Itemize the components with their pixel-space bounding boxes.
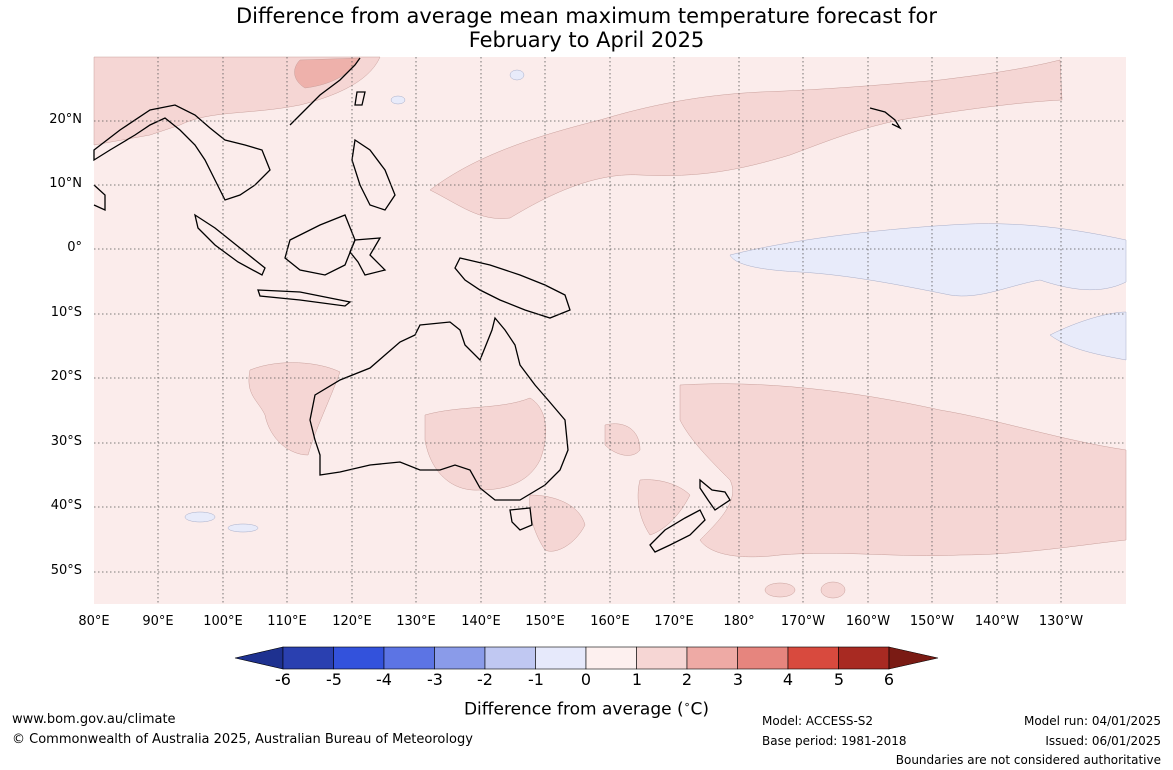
colorbar-tick-4: 4 xyxy=(782,670,794,689)
lon-label-130w: 130°W xyxy=(1038,614,1084,629)
warm-region-west-australia xyxy=(248,362,341,456)
lon-label-170e: 170°E xyxy=(654,614,694,629)
footer-copyright: © Commonwealth of Australia 2025, Austra… xyxy=(12,732,473,747)
china-east-coast xyxy=(289,57,361,126)
colorbar-tick-minus1: -1 xyxy=(528,670,544,689)
colorbar-segment xyxy=(282,646,334,670)
graticule xyxy=(94,57,1126,604)
colorbar-tick-minus4: -4 xyxy=(376,670,392,689)
lat-label-equator: 0° xyxy=(67,240,82,255)
hawaii-coast xyxy=(869,107,902,130)
colorbar-segment xyxy=(585,646,637,670)
footer-base-period: Base period: 1981-2018 xyxy=(762,734,907,748)
lon-label-90e: 90°E xyxy=(142,614,174,629)
sulawesi-coast xyxy=(349,237,387,276)
lon-label-140e: 140°E xyxy=(461,614,501,629)
colorbar-segment xyxy=(686,646,738,670)
warm-region-nz-west xyxy=(637,479,691,536)
australia-coast xyxy=(309,316,569,501)
lon-label-80e: 80°E xyxy=(78,614,110,629)
cool-region-small-4 xyxy=(390,95,406,105)
warm-region-south-tasman xyxy=(529,494,586,552)
footer-website: www.bom.gov.au/climate xyxy=(12,712,176,727)
colorbar-tick-minus3: -3 xyxy=(427,670,443,689)
colorbar-segment xyxy=(535,646,587,670)
colorbar-extend-low xyxy=(234,646,284,670)
lon-label-170w: 170°W xyxy=(780,614,826,629)
philippines-coast xyxy=(351,138,396,211)
lat-label-10n: 10°N xyxy=(49,176,82,191)
lon-label-150e: 150°E xyxy=(525,614,565,629)
sumatra-coast xyxy=(194,213,266,276)
lon-label-120e: 120°E xyxy=(332,614,372,629)
cool-region-small-2 xyxy=(227,523,259,533)
lon-label-150w: 150°W xyxy=(909,614,955,629)
cool-region-east-pacific xyxy=(1049,311,1127,361)
lat-label-50s: 50°S xyxy=(50,563,82,578)
colorbar-tick-5: 5 xyxy=(833,670,845,689)
title-line-1: Difference from average mean maximum tem… xyxy=(236,4,937,28)
colorbar-segment xyxy=(383,646,435,670)
cool-region-small-1 xyxy=(184,511,216,523)
colorbar-extend-high xyxy=(888,646,939,670)
lon-label-160e: 160°E xyxy=(590,614,630,629)
lon-label-160w: 160°W xyxy=(845,614,891,629)
colorbar-tick-1: 1 xyxy=(631,670,643,689)
lon-label-110e: 110°E xyxy=(267,614,307,629)
colorbar-label-unit: C) xyxy=(690,699,710,720)
colorbar-tick-6: 6 xyxy=(883,670,895,689)
tasmania-coast xyxy=(509,507,533,531)
colorbar-tick-2: 2 xyxy=(681,670,693,689)
warm-region-north-pacific xyxy=(429,59,1063,219)
nz-south-island xyxy=(649,509,706,553)
warm-region-central-australia xyxy=(424,397,546,491)
warm-region-tasman xyxy=(604,423,641,456)
borneo-coast xyxy=(284,214,356,276)
colorbar-segment xyxy=(434,646,486,670)
footer-issued: Issued: 06/01/2025 xyxy=(1045,734,1161,748)
colorbar-tick-0: 0 xyxy=(580,670,592,689)
warm-region-south-small-2 xyxy=(820,581,846,599)
colorbar-tick-minus2: -2 xyxy=(477,670,493,689)
colorbar-segment xyxy=(737,646,789,670)
footer-disclaimer: Boundaries are not considered authoritat… xyxy=(895,753,1161,767)
warm-region-south-small-1 xyxy=(764,582,796,598)
lat-label-20n: 20°N xyxy=(49,112,82,127)
colorbar-segment xyxy=(636,646,688,670)
colorbar-segment xyxy=(787,646,839,670)
colorbar-tick-minus6: -6 xyxy=(275,670,291,689)
colorbar-tick-minus5: -5 xyxy=(326,670,342,689)
india-coast xyxy=(93,184,106,212)
colorbar-label-degree: ∘ xyxy=(683,698,691,711)
mainland-asia-coast xyxy=(93,104,271,201)
warm-region-south-pacific xyxy=(679,383,1127,558)
cool-region-small-3 xyxy=(509,69,525,81)
footer-model: Model: ACCESS-S2 xyxy=(762,714,874,728)
java-coast xyxy=(257,289,352,307)
title-line-2: February to April 2025 xyxy=(468,28,705,52)
colorbar-label-text: Difference from average ( xyxy=(463,699,684,720)
colorbar-segment xyxy=(333,646,385,670)
colorbar-label: Difference from average (∘C) xyxy=(0,698,1173,720)
lon-label-180: 180° xyxy=(723,614,755,629)
lon-label-100e: 100°E xyxy=(203,614,243,629)
colorbar-segment xyxy=(484,646,536,670)
new-guinea-coast xyxy=(454,257,571,319)
nz-north-island xyxy=(699,478,731,511)
lon-label-140w: 140°W xyxy=(974,614,1020,629)
lat-label-20s: 20°S xyxy=(50,369,82,384)
colorbar-tick-3: 3 xyxy=(732,670,744,689)
taiwan-coast xyxy=(354,91,366,106)
coastlines xyxy=(93,57,902,553)
lat-label-30s: 30°S xyxy=(50,434,82,449)
lat-label-40s: 40°S xyxy=(50,498,82,513)
colorbar-segment xyxy=(838,646,890,670)
footer-model-run: Model run: 04/01/2025 xyxy=(1023,714,1161,728)
lat-label-10s: 10°S xyxy=(50,305,82,320)
lon-label-130e: 130°E xyxy=(396,614,436,629)
chart-title: Difference from average mean maximum tem… xyxy=(0,4,1173,52)
cool-region-equatorial-pacific xyxy=(729,223,1127,297)
